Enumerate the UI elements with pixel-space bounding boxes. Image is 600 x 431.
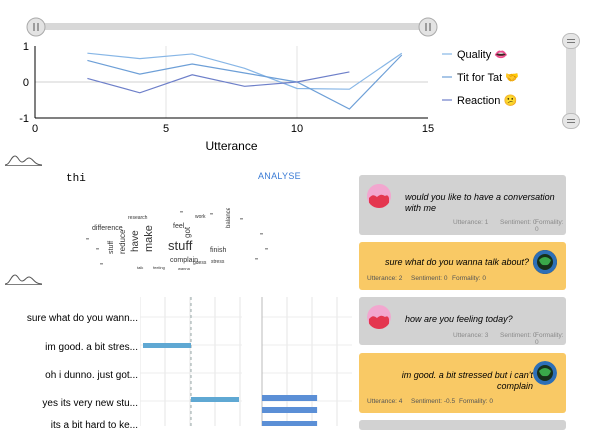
bar-chart bbox=[140, 297, 352, 426]
utterance-number: Utterance: 3 bbox=[453, 332, 489, 339]
bot-avatar bbox=[367, 184, 391, 208]
series-line bbox=[87, 71, 350, 94]
series-line bbox=[87, 52, 403, 90]
word-cloud-word: stuff bbox=[108, 241, 115, 254]
chat-message-text: sure what do you wanna talk about? bbox=[384, 257, 530, 267]
word-cloud-word: have bbox=[130, 230, 141, 252]
word-cloud-word: make bbox=[143, 225, 155, 252]
word-cloud-word: complain bbox=[170, 257, 198, 264]
utterance-number: Utterance: 2 bbox=[367, 275, 403, 282]
bar bbox=[262, 395, 318, 401]
word-cloud-word: stuff bbox=[168, 238, 193, 253]
word-cloud-tiny-word bbox=[240, 218, 243, 220]
word-cloud-tiny-word bbox=[255, 258, 258, 260]
y-tick-label: 0 bbox=[23, 77, 29, 89]
bar bbox=[262, 421, 318, 426]
sentiment-value: Sentiment: 0 bbox=[500, 219, 537, 226]
analyse-button[interactable]: ANALYSE bbox=[258, 171, 301, 181]
sentiment-value: Sentiment: 0 bbox=[500, 332, 537, 339]
y-tick-label: 1 bbox=[23, 41, 29, 53]
chat-card-bot: how are you feeling today? Utterance: 3 … bbox=[359, 297, 566, 346]
chat-card-bot bbox=[359, 420, 566, 430]
formality-value: Formality: 0 bbox=[535, 219, 564, 233]
y-tick-label: -1 bbox=[19, 113, 29, 125]
x-axis-label: Utterance bbox=[205, 139, 257, 153]
word-cloud-word: difference bbox=[92, 225, 123, 232]
user-avatar bbox=[533, 250, 557, 274]
utterance-number: Utterance: 4 bbox=[367, 398, 403, 405]
chat-message-text: would you like to have a conversation wi… bbox=[405, 192, 555, 213]
utterance-number: Utterance: 1 bbox=[453, 219, 489, 226]
utterance-list-item[interactable]: yes its very new stu... bbox=[42, 398, 138, 409]
word-cloud-word: guess bbox=[193, 260, 207, 266]
chat-card-bot: would you like to have a conversation wi… bbox=[359, 175, 566, 235]
word-cloud-word: feel bbox=[173, 223, 185, 230]
chat-card-user: im good. a bit stressed but i can't comp… bbox=[359, 353, 566, 413]
word-cloud-tiny-word bbox=[210, 213, 213, 215]
word-cloud-tiny-word bbox=[180, 211, 183, 213]
legend-entry: Quality 👄 bbox=[457, 49, 508, 61]
user-avatar bbox=[533, 361, 557, 385]
word-cloud-word: feeling bbox=[153, 265, 165, 270]
vertical-slider-top-handle[interactable] bbox=[562, 33, 580, 49]
range-slider-left-handle[interactable] bbox=[26, 17, 46, 37]
word-cloud-word: stress bbox=[211, 259, 225, 265]
utterance-list-item[interactable]: sure what do you wann... bbox=[26, 313, 138, 324]
legend-entry: Reaction 😕 bbox=[457, 94, 517, 107]
word-cloud-word: talk bbox=[137, 265, 143, 270]
word-cloud-word: balance bbox=[226, 208, 232, 228]
utterance-list-item[interactable]: im good. a bit stres... bbox=[45, 342, 138, 353]
word-cloud-tiny-word bbox=[96, 248, 99, 250]
formality-value: Formality: 0 bbox=[535, 332, 564, 346]
word-cloud-tiny-word bbox=[260, 233, 263, 235]
word-cloud-word: wanna bbox=[178, 266, 191, 270]
word-cloud-word: research bbox=[128, 215, 148, 221]
x-tick-label: 0 bbox=[32, 123, 38, 135]
word-cloud-tiny-word bbox=[265, 248, 268, 250]
bar bbox=[143, 343, 191, 348]
formality-value: Formality: 0 bbox=[459, 398, 493, 405]
bar bbox=[191, 397, 239, 402]
utterance-input[interactable] bbox=[66, 171, 216, 187]
wave-icon bbox=[4, 155, 43, 166]
series-line bbox=[87, 54, 403, 110]
x-tick-label: 10 bbox=[291, 123, 303, 135]
legend-entry: Tit for Tat 🤝 bbox=[457, 72, 519, 84]
chat-message-text: im good. a bit stressed but i can't comp… bbox=[401, 370, 533, 391]
range-slider-track[interactable] bbox=[34, 23, 428, 30]
sentiment-value: Sentiment: 0 bbox=[411, 275, 448, 282]
utterance-list-item[interactable]: oh i dunno. just got... bbox=[45, 370, 138, 381]
bar bbox=[262, 407, 318, 413]
formality-value: Formality: 0 bbox=[452, 275, 486, 282]
vertical-slider-track[interactable] bbox=[566, 38, 576, 124]
x-tick-label: 5 bbox=[163, 123, 169, 135]
word-cloud-word: finish bbox=[210, 247, 226, 254]
bot-avatar bbox=[367, 305, 391, 329]
word-cloud-word: work bbox=[195, 214, 206, 220]
wave-icon bbox=[4, 274, 43, 285]
chat-card-user: sure what do you wanna talk about? Utter… bbox=[359, 242, 566, 290]
x-tick-label: 15 bbox=[422, 123, 434, 135]
word-cloud-tiny-word bbox=[100, 263, 103, 265]
word-cloud-tiny-word bbox=[86, 238, 89, 240]
vertical-slider-bottom-handle[interactable] bbox=[562, 113, 580, 129]
range-slider-right-handle[interactable] bbox=[418, 17, 438, 37]
chat-message-text: how are you feeling today? bbox=[405, 314, 513, 324]
word-cloud-word: got bbox=[183, 226, 192, 238]
sentiment-value: Sentiment: -0.5 bbox=[411, 398, 456, 405]
word-cloud-word: reduce bbox=[118, 229, 127, 254]
